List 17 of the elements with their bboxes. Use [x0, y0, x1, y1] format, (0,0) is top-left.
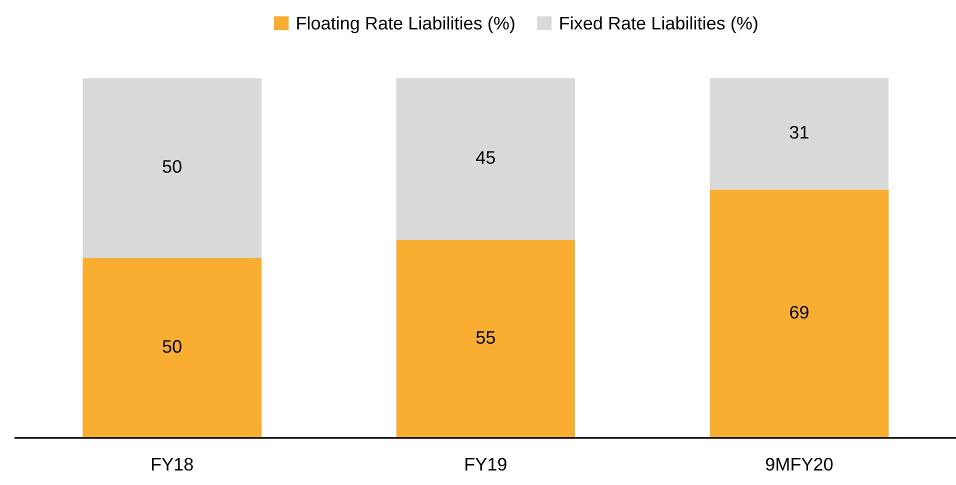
x-tick-label: FY18	[152, 458, 193, 471]
bar	[710, 190, 889, 438]
bar	[396, 240, 576, 438]
bar	[82, 78, 262, 258]
data-label: 50	[162, 340, 182, 353]
data-label: 31	[790, 126, 808, 139]
data-label: 69	[790, 306, 808, 319]
bar	[710, 78, 889, 190]
x-tick-label: FY19	[466, 458, 506, 471]
x-tick-label: 9MFY20	[766, 458, 833, 471]
bar	[82, 258, 262, 438]
data-label: 50	[162, 160, 182, 173]
data-label: 45	[476, 151, 495, 164]
legend-label: Floating Rate Liabilities (%)	[297, 16, 514, 34]
data-label: 55	[476, 331, 495, 344]
bar	[396, 78, 576, 240]
legend-label: Fixed Rate Liabilities (%)	[560, 16, 758, 34]
